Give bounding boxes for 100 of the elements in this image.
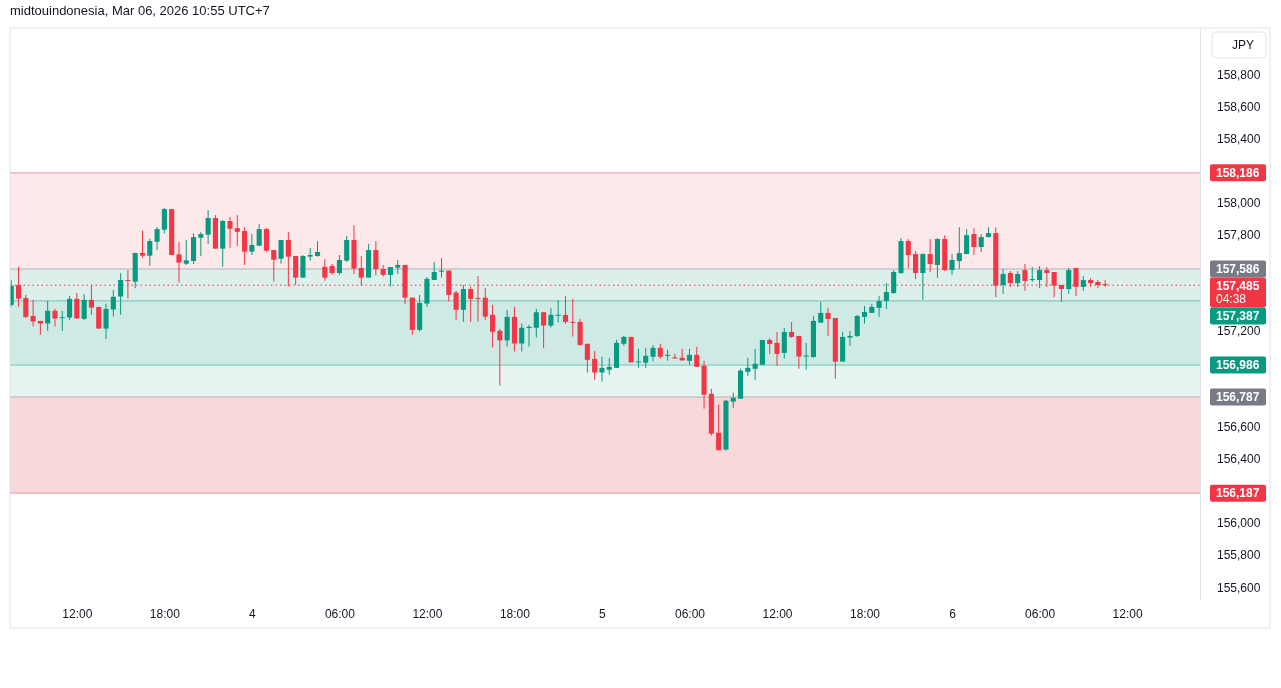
candlestick [694, 346, 700, 368]
candlestick [635, 348, 641, 369]
candlestick [1037, 265, 1043, 289]
y-tick-label: 156,400 [1217, 452, 1261, 467]
candlestick [854, 314, 860, 338]
candlestick [1029, 266, 1035, 283]
x-tick-label: 4 [249, 606, 257, 621]
y-tick-label: 156,600 [1217, 420, 1261, 435]
x-tick-label: 18:00 [149, 606, 181, 621]
y-tick-label: 155,800 [1217, 548, 1261, 563]
candlestick [533, 308, 539, 339]
candlestick [847, 330, 853, 347]
ref-line-label: 157,485 [1216, 278, 1260, 293]
candlestick [920, 252, 926, 301]
candlestick [81, 293, 87, 321]
x-tick-label: 12:00 [412, 606, 443, 621]
candlestick [125, 269, 131, 300]
ref-line-label: 157,387 [1216, 308, 1260, 323]
candlestick [570, 298, 576, 338]
candlestick [118, 272, 124, 316]
candlestick [490, 304, 496, 348]
ref-line-label: 156,986 [1216, 358, 1260, 373]
candlestick [577, 318, 583, 347]
candlestick [190, 232, 197, 265]
candlestick [23, 294, 29, 319]
candlestick [825, 307, 831, 337]
candlestick [665, 349, 671, 362]
y-tick-label: 158,000 [1217, 195, 1261, 210]
candlestick [198, 231, 204, 257]
x-tick-label: 06:00 [1025, 606, 1056, 621]
x-tick-label: 12:00 [62, 606, 93, 621]
candlestick [562, 295, 569, 325]
ref-line-label: 156,787 [1216, 390, 1260, 404]
candlestick [752, 348, 758, 381]
candlestick [497, 328, 503, 386]
candlestick [672, 353, 678, 360]
y-tick-label: 156,000 [1217, 516, 1261, 531]
candlestick [234, 214, 240, 247]
candlestick [322, 258, 328, 282]
candlestick [387, 266, 394, 288]
candlestick [774, 331, 780, 367]
ref-line-label: 158,186 [1216, 165, 1260, 180]
chart-title: midtouindonesia, Mar 06, 2026 10:55 UTC+7 [10, 3, 270, 18]
candlestick [599, 356, 605, 382]
candlestick [964, 228, 970, 255]
x-tick-label: 18:00 [499, 606, 531, 621]
y-tick-label: 157,200 [1217, 324, 1261, 339]
candlestick [263, 227, 270, 253]
candlestick [293, 255, 299, 286]
candlestick [453, 290, 459, 321]
text: 04:38 [1216, 291, 1247, 306]
candlestick [971, 227, 977, 256]
candlestick [52, 308, 58, 327]
candlestick [905, 238, 911, 269]
candlestick [59, 310, 65, 332]
candlestick [67, 295, 73, 321]
candlestick [373, 240, 379, 277]
candlestick [541, 311, 547, 349]
candlestick [584, 343, 590, 373]
candlestick [249, 233, 255, 256]
candlestick [205, 209, 211, 245]
y-axis-title: JPY [1232, 38, 1255, 52]
candlestick [949, 253, 955, 276]
candlestick [592, 350, 598, 381]
candlestick [147, 238, 153, 267]
x-tick-label: 12:00 [1112, 606, 1143, 621]
ref-line-label: 156,187 [1216, 486, 1260, 501]
candlestick [745, 357, 751, 377]
candlestick [927, 238, 933, 273]
x-tick-label: 12:00 [762, 606, 793, 621]
x-tick-label: 18:00 [850, 606, 881, 621]
candlestick [716, 404, 722, 451]
candlestick [154, 226, 160, 251]
candlestick [803, 342, 809, 371]
candlestick [176, 241, 182, 284]
candlestick [227, 216, 233, 249]
y-tick-label: 158,600 [1217, 99, 1261, 114]
candlestick [796, 335, 802, 370]
candlestick [103, 303, 109, 340]
candlestick [504, 309, 510, 348]
candlestick [242, 226, 248, 266]
candlestick [555, 299, 561, 323]
candlestick [548, 307, 554, 328]
candlestick [30, 299, 36, 327]
candlestick [460, 284, 466, 323]
y-tick-label: 157,800 [1217, 228, 1261, 243]
candlestick [183, 239, 189, 266]
candlestick [336, 254, 342, 276]
candlestick [161, 207, 167, 234]
candlestick [643, 347, 649, 369]
candlestick [781, 327, 787, 360]
candlestick [74, 292, 80, 319]
candlestick [110, 289, 116, 318]
x-tick-label: 5 [599, 606, 607, 621]
x-tick-label: 06:00 [324, 606, 356, 621]
candlestick [876, 295, 882, 318]
candlestick [519, 322, 525, 352]
candlestick [818, 301, 824, 324]
candlestick [256, 223, 262, 247]
candlestick [956, 226, 962, 270]
